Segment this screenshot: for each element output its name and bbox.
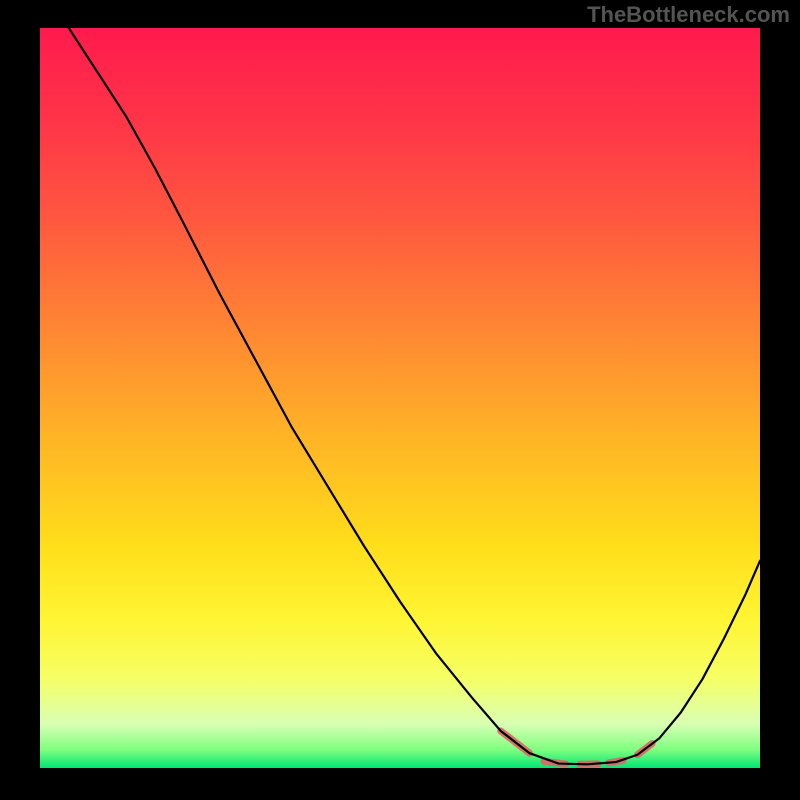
watermark-text: TheBottleneck.com (587, 2, 790, 28)
chart-container: TheBottleneck.com (0, 0, 800, 800)
plot-area (40, 28, 760, 768)
chart-svg (40, 28, 760, 768)
gradient-background (40, 28, 760, 768)
